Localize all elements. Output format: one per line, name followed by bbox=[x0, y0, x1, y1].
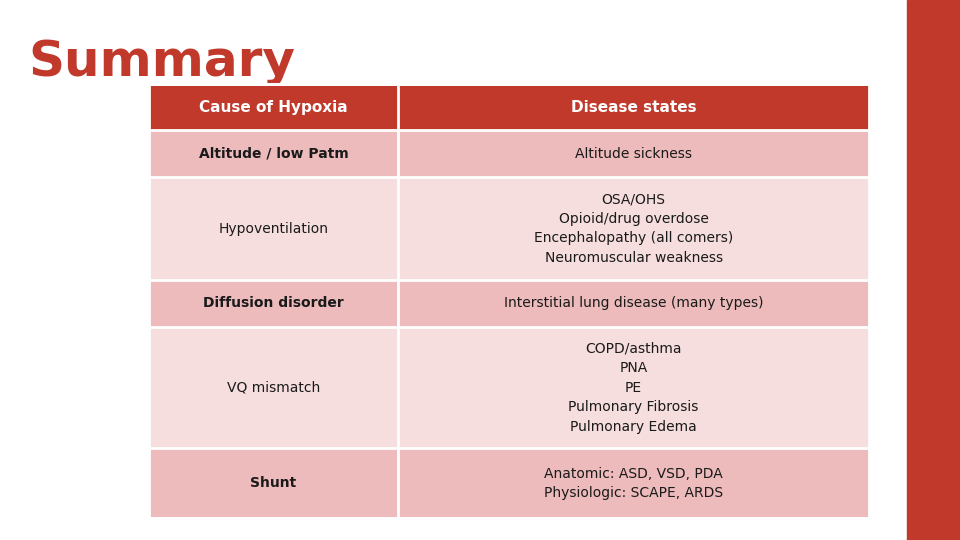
Bar bbox=[149, 131, 869, 177]
Text: Anatomic: ASD, VSD, PDA
Physiologic: SCAPE, ARDS: Anatomic: ASD, VSD, PDA Physiologic: SCA… bbox=[544, 467, 723, 500]
Text: Cause of Hypoxia: Cause of Hypoxia bbox=[200, 99, 348, 114]
Text: Summary: Summary bbox=[29, 38, 296, 86]
Text: OSA/OHS
Opioid/drug overdose
Encephalopathy (all comers)
Neuromuscular weakness: OSA/OHS Opioid/drug overdose Encephalopa… bbox=[534, 192, 733, 265]
Text: VQ mismatch: VQ mismatch bbox=[227, 381, 321, 395]
Text: COPD/asthma
PNA
PE
Pulmonary Fibrosis
Pulmonary Edema: COPD/asthma PNA PE Pulmonary Fibrosis Pu… bbox=[568, 341, 699, 434]
Bar bbox=[149, 448, 869, 518]
Text: Altitude sickness: Altitude sickness bbox=[575, 147, 692, 161]
Text: Hypoventilation: Hypoventilation bbox=[219, 221, 328, 235]
Text: Interstitial lung disease (many types): Interstitial lung disease (many types) bbox=[504, 296, 763, 310]
Bar bbox=[149, 327, 869, 448]
Text: Shunt: Shunt bbox=[251, 476, 297, 490]
Text: Disease states: Disease states bbox=[571, 99, 696, 114]
Bar bbox=[149, 84, 869, 131]
Bar bbox=[149, 280, 869, 327]
Text: Altitude / low Patm: Altitude / low Patm bbox=[199, 147, 348, 161]
Text: Diffusion disorder: Diffusion disorder bbox=[204, 296, 344, 310]
Bar bbox=[149, 177, 869, 280]
